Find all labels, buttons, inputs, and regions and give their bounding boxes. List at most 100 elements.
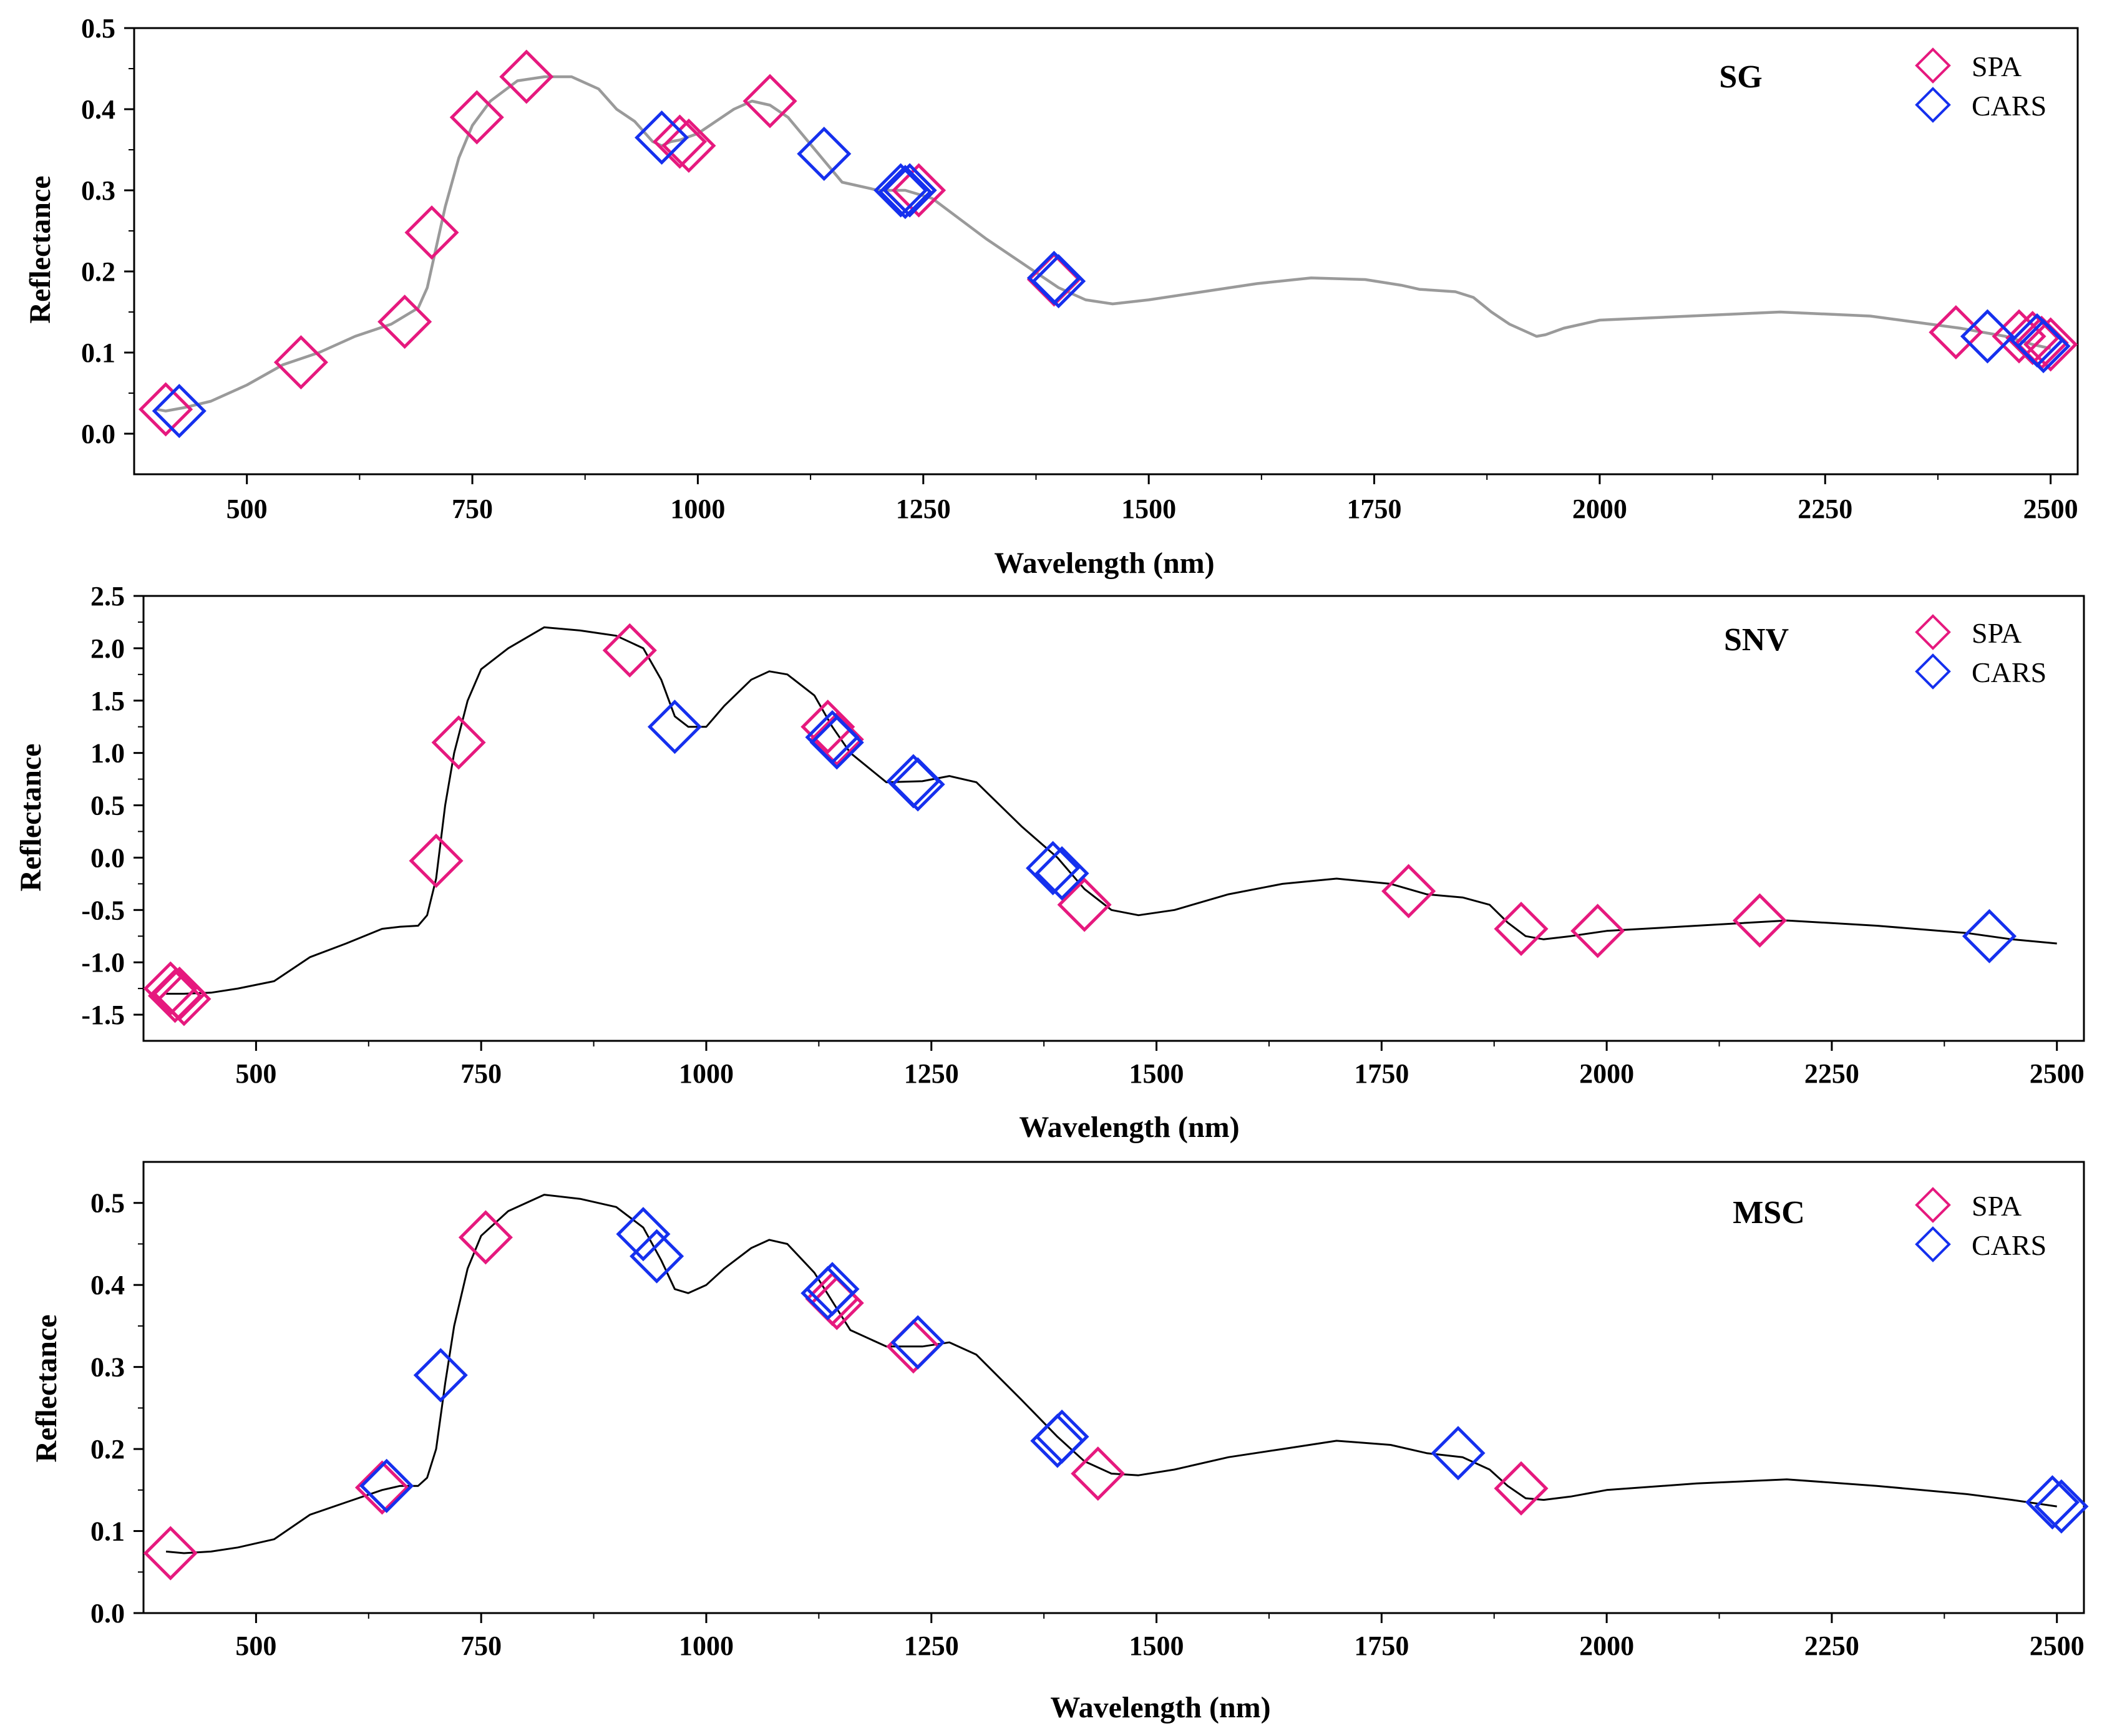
x-tick-label: 1500 (1129, 1631, 1184, 1661)
x-tick-label: 2250 (1804, 1631, 1859, 1661)
cars-marker (1960, 309, 2015, 364)
x-tick-label: 2500 (2023, 494, 2078, 524)
spa-marker (404, 205, 459, 260)
spa-marker (742, 74, 797, 129)
legend-spa-label: SPA (1972, 51, 2022, 82)
spa-marker (157, 972, 212, 1026)
legend-cars-label: CARS (1972, 656, 2046, 688)
spa-marker (147, 968, 203, 1023)
x-tick-label: 1250 (904, 1058, 959, 1089)
spa-marker (499, 49, 554, 104)
cars-marker (890, 757, 945, 812)
x-tick-label: 1000 (679, 1631, 734, 1661)
spa-marker (1494, 901, 1549, 957)
x-tick-label: 1750 (1354, 1631, 1409, 1661)
legend-spa-diamond (1915, 1187, 1951, 1223)
y-tick-label: 0.3 (90, 1352, 125, 1383)
legend-sg: SPA CARS (1915, 47, 2046, 123)
x-tick-label: 2000 (1579, 1058, 1634, 1089)
cars-marker (2025, 1475, 2080, 1530)
panel-sg: 500 750 1000 1250 1500 1750 2000 2250 2500 0.0 0.1… (24, 13, 2079, 580)
cars-marker (809, 715, 864, 770)
spa-marker (800, 700, 855, 754)
cars-marker (1431, 1426, 1486, 1481)
spa-marker (652, 114, 708, 169)
y-tick-label: 0.0 (81, 419, 115, 449)
legend-cars-label: CARS (1972, 1229, 2046, 1261)
plot-frame (133, 27, 2079, 475)
y-tick-label: 0.2 (81, 256, 115, 287)
x-tick-label: 750 (452, 494, 493, 524)
x-tick-label: 500 (226, 494, 268, 524)
y-tick-label: 1.0 (90, 738, 125, 769)
x-tick-label: 2000 (1579, 1631, 1634, 1661)
cars-marker (647, 700, 702, 754)
y-tick-label: 0.4 (90, 1270, 125, 1300)
y-tick-label: 0.0 (90, 1598, 125, 1629)
x-tick-label: 1250 (904, 1631, 959, 1661)
y-tick-label: 0.5 (81, 13, 115, 44)
legend-snv: SPA CARS (1915, 614, 2046, 690)
y-axis-title-msc: Reflectance (30, 1314, 63, 1462)
cars-marker (890, 1315, 945, 1370)
cars-marker (1026, 841, 1081, 895)
spa-marker (431, 715, 486, 770)
y-tick-label: 1.5 (90, 686, 125, 716)
cars-marker (616, 1207, 671, 1262)
spa-marker (1381, 864, 1436, 919)
spa-marker (1071, 1446, 1126, 1501)
x-tick-label: 1750 (1354, 1058, 1409, 1089)
spa-marker (1929, 305, 1983, 360)
spa-marker (377, 295, 432, 349)
spa-marker (2023, 317, 2078, 372)
cars-marker (152, 384, 207, 439)
x-tick-label: 2500 (2030, 1631, 2085, 1661)
x-tick-label: 500 (235, 1631, 276, 1661)
y-tick-label: 0.0 (90, 842, 125, 873)
legend-spa-label: SPA (1972, 1190, 2022, 1222)
plot-frame (142, 1161, 2085, 1614)
spa-marker (273, 335, 328, 390)
x-tick-label: 1000 (679, 1058, 734, 1089)
x-tick-label: 1000 (670, 494, 725, 524)
spa-marker (892, 163, 946, 218)
plot-area-msc: 500 750 1000 1250 1500 1750 2000 2250 2500 0.0 0.1… (90, 1161, 2089, 1661)
plot-frame (142, 595, 2085, 1042)
panel-msc: 500 750 1000 1250 1500 1750 2000 2250 2500 0.0 0.1… (30, 1161, 2089, 1724)
cars-marker (359, 1458, 414, 1513)
legend-cars-marker (1915, 87, 1951, 123)
x-tick-label: 500 (235, 1058, 276, 1089)
panel-title-snv: SNV (1724, 622, 1789, 658)
y-tick-label: 0.5 (90, 791, 125, 821)
cars-marker (878, 165, 933, 220)
spa-marker (143, 1526, 198, 1581)
cars-marker (2016, 319, 2071, 374)
panel-title-msc: MSC (1733, 1195, 1805, 1231)
panel-snv: 500 750 1000 1250 1500 1750 2000 2250 2500 -1.5 -1… (14, 581, 2085, 1144)
spa-marker (1570, 904, 1625, 958)
legend-spa-diamond (1915, 614, 1951, 650)
spa-marker (602, 623, 657, 678)
x-tick-label: 750 (460, 1631, 502, 1661)
y-tick-label: 0.3 (81, 175, 115, 206)
legend-cars-label: CARS (1972, 90, 2046, 122)
y-tick-label: 0.4 (81, 94, 115, 125)
spa-marker (143, 961, 198, 1016)
legend-cars-diamond (1915, 1226, 1951, 1262)
x-axis-title-sg: Wavelength (nm) (994, 547, 1214, 580)
x-tick-label: 1500 (1129, 1058, 1184, 1089)
x-axis-title-msc: Wavelength (nm) (1050, 1691, 1270, 1724)
y-tick-label: -0.5 (81, 895, 125, 925)
legend-cars-marker (1915, 653, 1951, 690)
spectrum-line (165, 1194, 2057, 1554)
spa-marker (449, 90, 504, 145)
plot-area-snv: 500 750 1000 1250 1500 1750 2000 2250 2500 -1.5 -1… (81, 581, 2085, 1089)
cars-marker (1034, 846, 1089, 901)
cars-marker (1962, 909, 2017, 963)
spectrum-line (166, 626, 2057, 995)
y-tick-label: 0.5 (90, 1188, 125, 1219)
spa-marker (1057, 877, 1112, 932)
legend-spa-diamond (1915, 47, 1951, 84)
x-tick-label: 1500 (1121, 494, 1176, 524)
spectrum-line (156, 75, 2051, 412)
